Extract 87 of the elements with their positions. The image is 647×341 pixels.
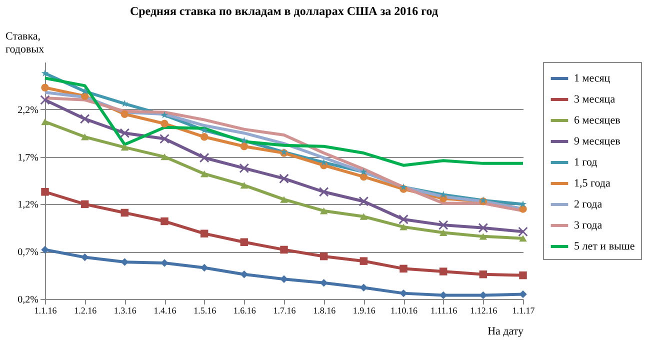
legend-label: 1 месяц [574, 72, 610, 84]
x-tick-label: 1.1.16 [34, 306, 58, 316]
x-axis-title: На дату [488, 326, 524, 338]
legend-label: 3 года [574, 220, 602, 232]
point [240, 136, 248, 144]
x-tick-label: 1.11.16 [430, 306, 458, 316]
point [200, 126, 208, 134]
x-tick-label: 1.1.17 [512, 306, 536, 316]
point [41, 70, 49, 77]
point [80, 253, 89, 262]
legend-label: 1 год [574, 156, 598, 168]
point [439, 268, 448, 276]
point [160, 153, 168, 160]
legend-label: 6 месяцев [574, 114, 620, 126]
y-tick-label: 1,2% [18, 200, 38, 211]
point [239, 163, 250, 174]
point [120, 110, 129, 118]
point [40, 94, 50, 105]
point [200, 170, 208, 178]
chart-title: Средняя ставка по вкладам в долларах США за 2016 год [130, 4, 438, 18]
point [80, 114, 90, 124]
point [438, 220, 448, 230]
x-tick-label: 1.5.16 [194, 306, 217, 316]
y-tick-label: 1,7% [18, 152, 38, 164]
point [478, 222, 488, 233]
point [120, 128, 130, 138]
line-series [44, 76, 524, 167]
legend-label: 9 месяцев [574, 136, 620, 148]
point [398, 214, 408, 224]
x-tick-label: 1.2.16 [74, 306, 98, 316]
point [479, 233, 488, 240]
point [358, 196, 369, 206]
point [360, 284, 368, 292]
x-tick-label: 1.7.16 [273, 306, 296, 316]
point [440, 190, 448, 198]
point [160, 259, 168, 267]
point [160, 217, 168, 226]
x-tick-label: 1.6.16 [233, 306, 256, 316]
legend-label: 3 месяца [574, 94, 616, 106]
point [360, 213, 368, 220]
y-tick-label: 2,2% [18, 104, 38, 116]
point [280, 275, 288, 283]
point [120, 208, 129, 217]
point [280, 246, 288, 254]
x-tick-label: 1.10.16 [390, 306, 418, 316]
y-tick-label: 0,2% [18, 294, 38, 306]
point [360, 257, 368, 265]
x-tick-label: 1.12.16 [470, 306, 498, 316]
y-tick-label: 0,7% [18, 247, 38, 258]
point [80, 134, 89, 140]
point [280, 196, 288, 203]
point [519, 234, 527, 242]
point [519, 271, 527, 280]
x-tick-label: 1.9.16 [352, 306, 376, 316]
legend-label: 5 лет и выше [574, 240, 635, 252]
point [200, 264, 208, 272]
point [320, 207, 328, 214]
point [41, 188, 49, 196]
legend-label: 2 года [574, 198, 602, 210]
point [240, 142, 248, 150]
point [160, 111, 168, 118]
point [439, 229, 448, 236]
point [479, 270, 488, 278]
point [400, 224, 408, 230]
x-tick-label: 1.3.16 [114, 306, 137, 316]
point [279, 174, 289, 184]
point [160, 134, 170, 144]
point [80, 200, 89, 208]
x-tick-label: 1.8.16 [313, 306, 336, 316]
point [400, 183, 408, 190]
point [200, 230, 208, 238]
point [120, 144, 129, 151]
y-axis-title: Ставка, годовых [6, 30, 45, 56]
x-tick-label: 1.4.16 [154, 306, 177, 316]
point [240, 182, 248, 189]
point [320, 252, 328, 260]
point [199, 152, 210, 163]
point [240, 238, 248, 246]
point [160, 120, 168, 128]
point [400, 264, 408, 273]
point [360, 168, 368, 176]
legend-label: 1,5 года [574, 178, 611, 190]
point [318, 186, 329, 197]
point [200, 133, 208, 141]
point [41, 84, 49, 92]
point [518, 226, 528, 237]
point [41, 118, 49, 126]
